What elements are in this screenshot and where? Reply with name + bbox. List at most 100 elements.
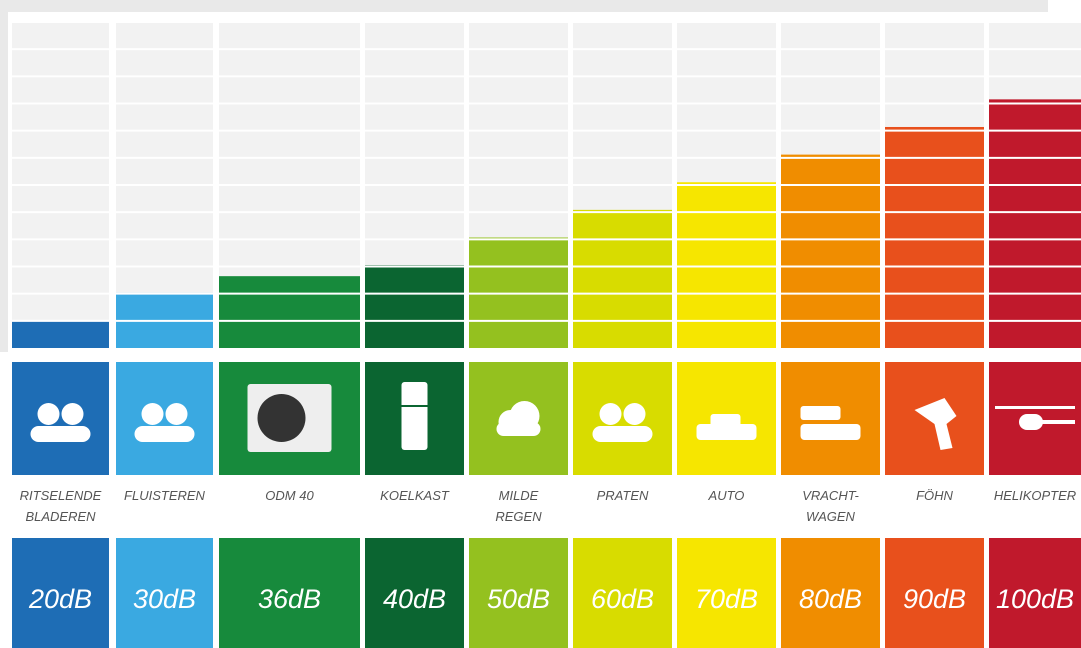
icon (914, 398, 957, 450)
dryer (914, 398, 957, 450)
grid-cell (469, 213, 568, 239)
icon (800, 406, 861, 440)
grid-cell (116, 50, 213, 76)
grid-cell (885, 23, 984, 49)
grid-cell (365, 23, 464, 49)
grid-cell (365, 158, 464, 184)
value-tile (573, 538, 672, 648)
grid-cell (573, 50, 672, 76)
category-line: AUTO (708, 488, 745, 503)
grid-cell (677, 158, 776, 184)
category-label: FÖHN (916, 488, 953, 503)
grid-cell (469, 77, 568, 103)
value-tile (677, 538, 776, 648)
grid-cell (12, 186, 109, 212)
bar (677, 182, 776, 348)
grid-cell (365, 77, 464, 103)
grid-cell (469, 158, 568, 184)
grid-cell (116, 158, 213, 184)
grid-cell (12, 158, 109, 184)
grid-cell (781, 50, 880, 76)
grid-cell (989, 77, 1081, 103)
value-label: 40dB (383, 584, 446, 614)
category-label: AUTO (708, 488, 745, 503)
category-line: HELIKOPTER (994, 488, 1076, 503)
grid-cell (469, 50, 568, 76)
grid-cell (677, 131, 776, 157)
grid-cell (12, 23, 109, 49)
icon-shape (165, 403, 188, 425)
value-label: 90dB (903, 584, 966, 614)
icon-shape (599, 403, 622, 425)
category-label: ODM 40 (265, 488, 314, 503)
icon-shape (623, 403, 646, 425)
grid-cell (781, 77, 880, 103)
grid-cell (12, 213, 109, 239)
icon-shape (37, 403, 60, 425)
grid-cell (885, 50, 984, 76)
value-label: 36dB (258, 584, 321, 614)
icon-shape (592, 426, 653, 442)
grid-cell (116, 77, 213, 103)
grid-cell (12, 104, 109, 130)
value-label: 100dB (996, 584, 1074, 614)
category-line: VRACHT- (802, 488, 859, 503)
icon-shape (141, 403, 164, 425)
icon (696, 414, 757, 440)
icon (401, 382, 428, 450)
grid-cell (365, 186, 464, 212)
grid-cell (573, 23, 672, 49)
grid-cell (781, 131, 880, 157)
vehicle-top (800, 406, 841, 420)
bar (573, 209, 672, 348)
grid-cell (219, 77, 360, 103)
icon (134, 403, 195, 442)
grid-cell (116, 213, 213, 239)
grid-cell (781, 104, 880, 130)
grid-cell (573, 131, 672, 157)
grid-cell (573, 186, 672, 212)
icon-tile (116, 362, 213, 475)
category-label: VRACHT- WAGEN (802, 488, 859, 524)
grid-cell (116, 131, 213, 157)
value-tile (116, 538, 213, 648)
grid-cell (469, 23, 568, 49)
grid-cell (677, 50, 776, 76)
grid-cell (365, 50, 464, 76)
grid-cell (573, 77, 672, 103)
value-tile (12, 538, 109, 648)
grid-cell (12, 240, 109, 266)
grid-cell (12, 294, 109, 320)
bar (219, 276, 360, 348)
category-line: KOELKAST (380, 488, 450, 503)
grid-cell (781, 23, 880, 49)
category-label: HELIKOPTER (994, 488, 1076, 503)
value-tile (989, 538, 1081, 648)
category-label: FLUISTEREN (124, 488, 206, 503)
vehicle-top (710, 414, 741, 428)
value-label: 70dB (695, 584, 758, 614)
grid-cell (116, 186, 213, 212)
grid-cell (989, 23, 1081, 49)
category-line: PRATEN (597, 488, 649, 503)
grid-cell (219, 50, 360, 76)
icon (995, 406, 1075, 430)
heli-tail (1041, 420, 1075, 424)
bar (12, 320, 109, 348)
grid-cell (12, 77, 109, 103)
heli-body (1019, 414, 1043, 430)
grid-cell (219, 23, 360, 49)
category-line: WAGEN (806, 509, 855, 524)
grid-cell (219, 158, 360, 184)
value-label: 20dB (28, 584, 92, 614)
grid-cell (365, 131, 464, 157)
grid-cell (573, 158, 672, 184)
category-line: RITSELENDE (20, 488, 102, 503)
bar (885, 126, 984, 348)
grid-cell (677, 23, 776, 49)
grid-cell (219, 131, 360, 157)
grid-cell (219, 104, 360, 130)
value-tile (365, 538, 464, 648)
fridge (401, 382, 428, 450)
